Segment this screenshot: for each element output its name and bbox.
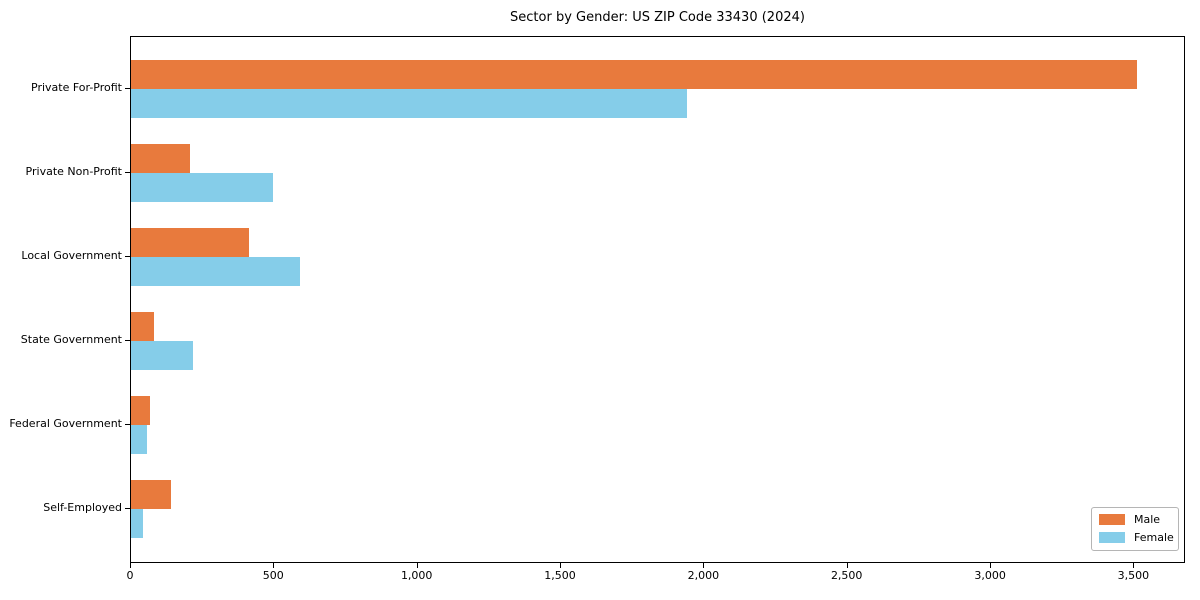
y-tick-mark: [125, 340, 130, 341]
bar-male-local-government: [131, 228, 249, 257]
x-tick-mark: [703, 563, 705, 568]
x-tick-label: 1,000: [400, 569, 433, 582]
bar-male-private-non-profit: [131, 144, 190, 173]
category-label-federal-government: Federal Government: [9, 417, 122, 430]
y-tick-mark: [125, 256, 130, 257]
category-label-private-non-profit: Private Non-Profit: [25, 165, 122, 178]
bar-female-private-for-profit: [131, 89, 688, 118]
bar-male-private-for-profit: [131, 60, 1138, 89]
legend-item-female: Female: [1099, 532, 1174, 543]
bar-female-federal-government: [131, 425, 147, 454]
x-tick-label: 1,500: [544, 569, 576, 582]
bar-male-federal-government: [131, 396, 150, 425]
x-tick-label: 3,500: [1117, 569, 1150, 582]
female-series-swatch: [1099, 532, 1125, 543]
legend-item-male: Male: [1099, 514, 1170, 525]
x-tick-mark: [560, 563, 561, 568]
x-tick-mark: [1133, 563, 1135, 568]
bar-female-state-government: [131, 341, 193, 370]
bar-male-self-employed: [131, 480, 172, 509]
bar-female-local-government: [131, 257, 301, 286]
plot-area: [130, 36, 1185, 563]
y-tick-mark: [125, 508, 130, 509]
bar-female-private-non-profit: [131, 173, 273, 202]
y-tick-mark: [125, 172, 130, 173]
male-series-swatch: [1099, 514, 1125, 525]
x-tick-label: 3,000: [974, 569, 1006, 582]
x-tick-mark: [846, 563, 848, 568]
chart-title: Sector by Gender: US ZIP Code 33430 (202…: [510, 10, 805, 25]
x-tick-label: 2,500: [830, 569, 863, 582]
category-label-self-employed: Self-Employed: [43, 501, 122, 514]
legend-label-male: Male: [1134, 513, 1161, 526]
legend-label-female: Female: [1134, 531, 1174, 544]
x-tick-mark: [130, 563, 131, 568]
x-tick-label: 0: [126, 569, 134, 582]
x-tick-label: 2,000: [687, 569, 720, 582]
legend: Male Female: [1091, 507, 1179, 551]
category-label-local-government: Local Government: [21, 249, 122, 262]
bar-female-self-employed: [131, 509, 143, 538]
y-tick-mark: [125, 424, 130, 425]
x-tick-mark: [990, 563, 992, 568]
category-label-private-for-profit: Private For-Profit: [31, 81, 122, 94]
x-tick-label: 500: [262, 569, 284, 582]
y-tick-mark: [125, 88, 130, 89]
bar-male-state-government: [131, 312, 154, 341]
x-tick-mark: [416, 563, 418, 568]
category-label-state-government: State Government: [20, 333, 122, 346]
x-tick-mark: [273, 563, 275, 568]
